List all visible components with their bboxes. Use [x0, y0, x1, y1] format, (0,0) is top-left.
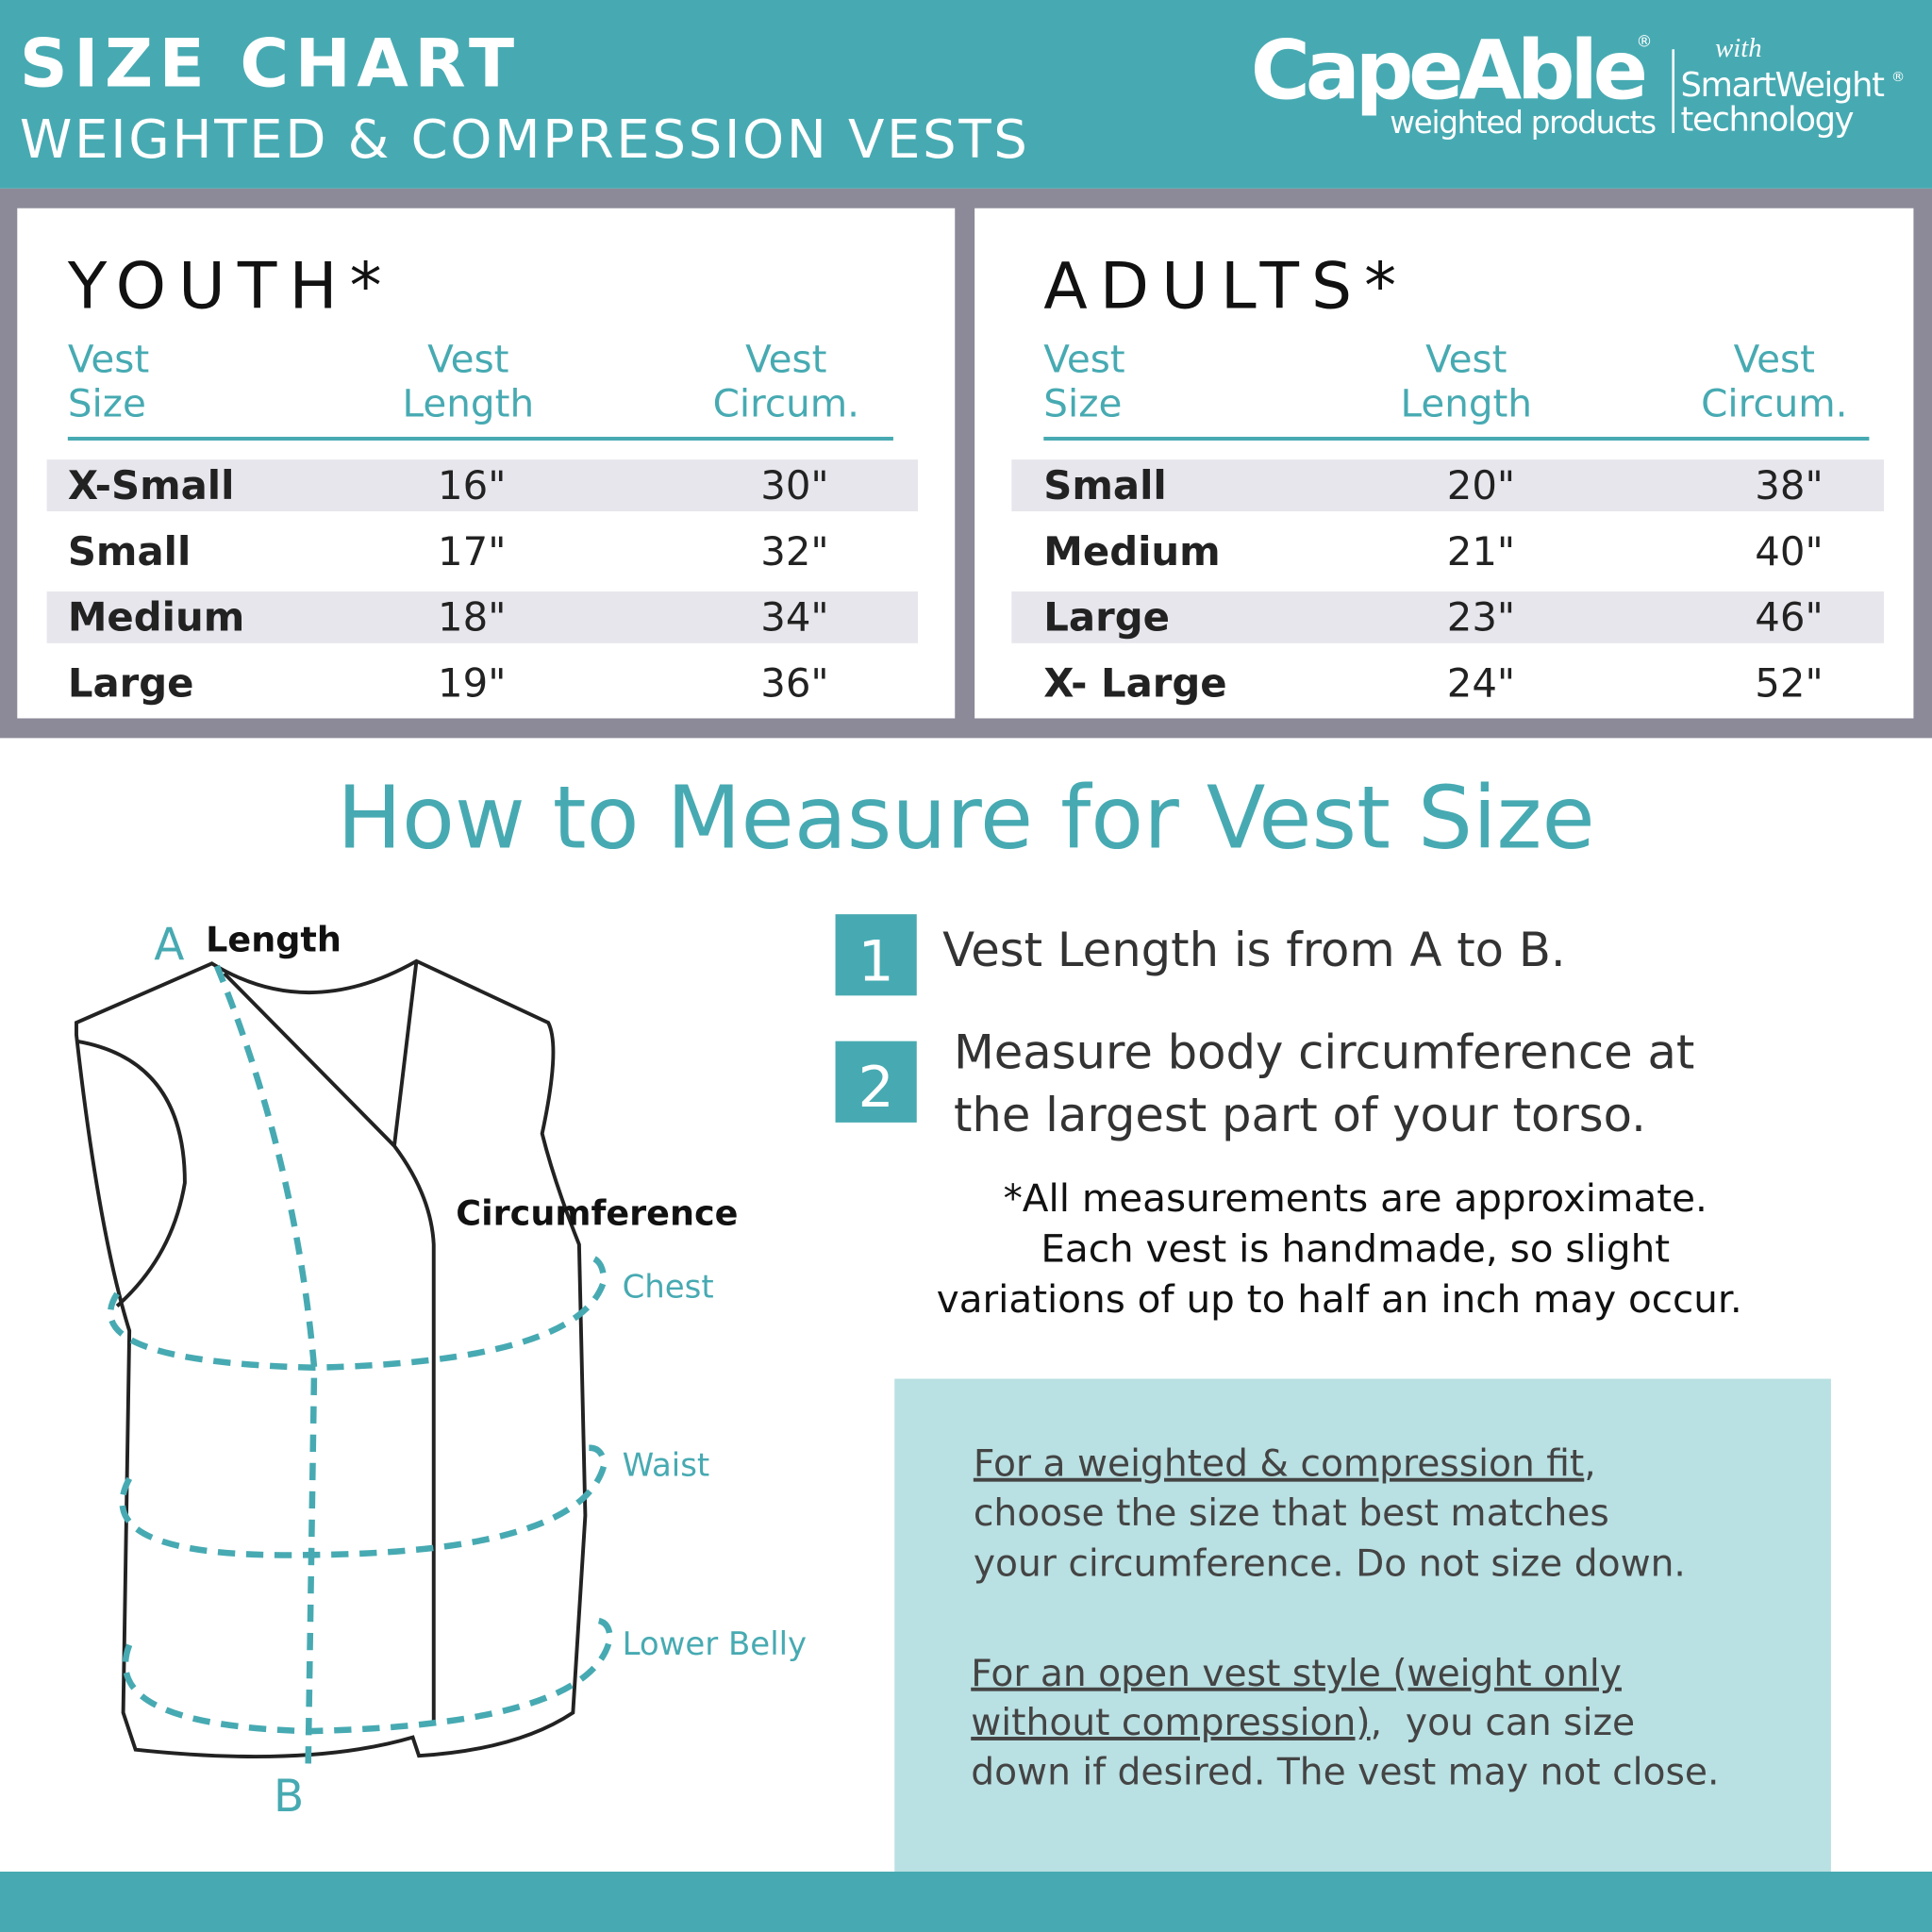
- chest-label: Chest: [623, 1268, 714, 1306]
- title: SIZE CHART: [20, 25, 521, 102]
- cell: 24": [1447, 660, 1515, 707]
- step-badge: [835, 914, 917, 996]
- tip-line: For a weighted & compression fit,: [974, 1443, 1596, 1486]
- step-badge: [835, 1041, 917, 1123]
- point-a: A: [154, 919, 184, 971]
- size-cell: Medium: [68, 594, 244, 641]
- column-header: Vest: [1425, 336, 1507, 381]
- row-shade: [1011, 591, 1885, 643]
- cell: 30": [760, 462, 828, 508]
- step-text: Vest Length is from A to B.: [942, 923, 1565, 977]
- cell: 40": [1755, 528, 1823, 575]
- step-number: 1: [858, 929, 894, 995]
- logo-tagline: weighted products: [1390, 105, 1656, 141]
- tip-emphasis: For a weighted & compression fit: [974, 1443, 1584, 1486]
- size-cell: Large: [1043, 594, 1170, 641]
- footer-band: [0, 1872, 1932, 1932]
- cell: 34": [760, 594, 828, 641]
- cell: 19": [438, 660, 506, 707]
- cell: 36": [760, 660, 828, 707]
- column-header: Vest: [1734, 336, 1815, 381]
- logo-tech-mark: ®: [1891, 70, 1905, 85]
- length-label: Length: [206, 919, 341, 959]
- size-cell: Small: [1043, 462, 1166, 508]
- row-shade: [46, 591, 919, 643]
- note: *All measurements are approximate.: [1004, 1175, 1707, 1221]
- logo-tech: technology: [1681, 100, 1854, 139]
- tip-text: choose the size that best matches: [974, 1492, 1609, 1535]
- size-cell: X- Large: [1043, 660, 1226, 707]
- note: Each vest is handmade, so slight: [1041, 1225, 1670, 1271]
- lower-belly-label: Lower Belly: [623, 1625, 808, 1663]
- column-header: Vest: [427, 336, 508, 381]
- cell: 17": [438, 528, 506, 575]
- column-header: Circum.: [1701, 380, 1847, 425]
- column-header: Circum.: [713, 380, 859, 425]
- size-cell: Small: [68, 528, 191, 575]
- size-cell: Large: [68, 660, 194, 707]
- tips: For a weighted & compression fit, choose…: [971, 1443, 1719, 1794]
- tip-text: your circumference. Do not size down.: [974, 1543, 1686, 1586]
- cell: 32": [760, 528, 828, 575]
- measure-heading: How to Measure for Vest Size: [337, 768, 1594, 869]
- subtitle: WEIGHTED & COMPRESSION VESTS: [20, 109, 1030, 171]
- step-number: 2: [858, 1055, 894, 1121]
- table-title: ADULTS*: [1043, 250, 1408, 325]
- tip-emphasis: For an open vest style (weight only: [971, 1653, 1622, 1695]
- size-cell: Medium: [1043, 528, 1220, 575]
- tips-box: [894, 1378, 1831, 1872]
- cell: 20": [1447, 462, 1515, 508]
- column-header: Vest: [745, 336, 826, 381]
- size-tables: YOUTH*VestSizeVestLengthVestCircum.X-Sma…: [46, 250, 1885, 707]
- column-header: Size: [68, 380, 146, 425]
- row-shade: [46, 459, 919, 512]
- cell: 23": [1447, 594, 1515, 641]
- cell: 46": [1755, 594, 1823, 641]
- row-shade: [1011, 459, 1885, 512]
- note: variations of up to half an inch may occ…: [937, 1276, 1742, 1322]
- cell: 38": [1755, 462, 1823, 508]
- column-header: Length: [403, 380, 535, 425]
- header-band: [0, 0, 1932, 189]
- column-header: Size: [1043, 380, 1122, 425]
- cell: 16": [438, 462, 506, 508]
- column-header: Vest: [68, 336, 149, 381]
- step-text: the largest part of your torso.: [954, 1088, 1646, 1142]
- column-header: Vest: [1043, 336, 1124, 381]
- table-title: YOUTH*: [67, 250, 394, 325]
- tip-text: ,: [1584, 1443, 1595, 1486]
- logo-brand: CapeAble: [1251, 24, 1645, 118]
- measure-lines: [107, 964, 613, 1774]
- logo-tech-name: SmartWeight: [1681, 66, 1885, 105]
- tip-text: down if desired. The vest may not close.: [971, 1751, 1719, 1793]
- waist-label: Waist: [623, 1447, 710, 1485]
- circumference-label: Circumference: [456, 1192, 738, 1233]
- tip-emphasis: without compression): [971, 1702, 1370, 1744]
- cell: 18": [438, 594, 506, 641]
- point-b: B: [274, 1771, 304, 1823]
- logo-mark: ®: [1637, 33, 1653, 52]
- step-text: Measure body circumference at: [954, 1024, 1694, 1079]
- vest-drawing: [75, 958, 588, 1758]
- tip-text: , you can size: [1371, 1702, 1636, 1744]
- cell: 21": [1447, 528, 1515, 575]
- logo-with: with: [1715, 33, 1761, 63]
- tip-line: without compression), you can size: [971, 1702, 1635, 1744]
- size-cell: X-Small: [68, 462, 235, 508]
- cell: 52": [1755, 660, 1823, 707]
- column-header: Length: [1400, 380, 1532, 425]
